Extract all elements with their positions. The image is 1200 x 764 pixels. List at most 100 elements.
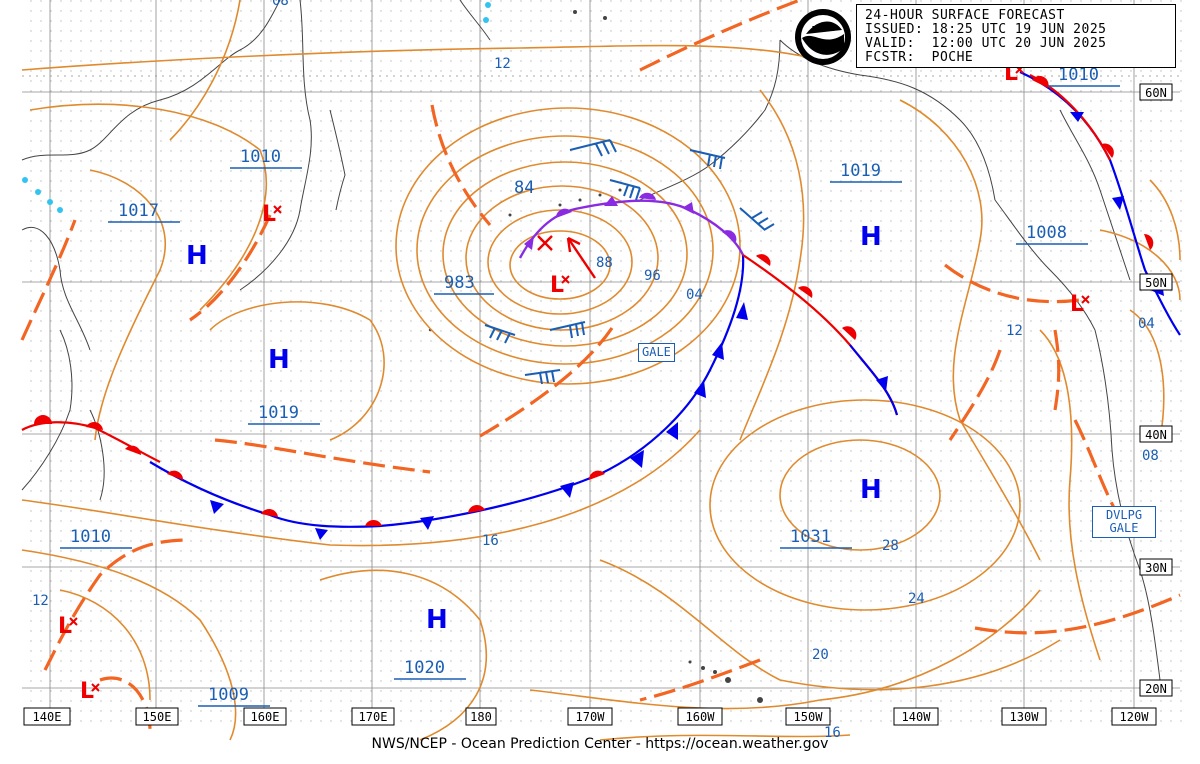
cold-front (149, 254, 748, 540)
forecaster-name: POCHE (931, 50, 974, 65)
pressure-value: 1031 (790, 527, 831, 547)
occluded-front (518, 192, 745, 259)
wind-barbs (484, 139, 775, 385)
isobar-label: 84 (514, 178, 534, 198)
low-center-crosses (69, 65, 1090, 692)
lon-label-160e: 160E (243, 707, 287, 726)
pressure-value: 1020 (404, 658, 445, 678)
pressure-value: 1008 (1026, 223, 1067, 243)
ice-dots (22, 2, 491, 213)
isobars (21, 0, 1181, 741)
isobar-label: 12 (32, 593, 49, 609)
longitude-labels: 140E 150E 160E 170E 180 170W 160W 150W 1… (23, 707, 1157, 726)
isobar-label: 28 (882, 538, 899, 554)
warm-front-west (21, 415, 161, 463)
noaa-logo: NOAA (794, 8, 852, 66)
developing-gale-warning-tag: DVLPG GALE (1092, 506, 1156, 538)
isobar-label: 20 (812, 647, 829, 663)
lon-label-150e: 150E (135, 707, 179, 726)
issued-time: 18:25 UTC 19 JUN 2025 (931, 22, 1107, 37)
lat-label-30n: 30N (1139, 558, 1173, 576)
isobar-label: 04 (686, 287, 703, 303)
low-center-symbol: L (58, 614, 72, 639)
isobar-label: 24 (908, 591, 925, 607)
islands (428, 10, 763, 703)
forecaster-label: FCSTR: (865, 50, 915, 65)
coastal-front (1019, 70, 1181, 336)
forecast-title: 24-HOUR SURFACE FORECAST (865, 8, 1065, 23)
lon-label-text: 170E (359, 710, 388, 724)
high-center-symbol: H (860, 475, 882, 505)
low-center-symbol: L (550, 273, 564, 298)
high-center-symbol: H (860, 222, 882, 252)
lon-label-180: 180 (465, 707, 497, 726)
troughs (20, 0, 1181, 731)
isobar-label: 04 (1138, 316, 1155, 332)
lat-label-20n: 20N (1139, 679, 1173, 697)
coastlines (21, 0, 1161, 681)
pressure-value: 1019 (840, 161, 881, 181)
pressure-value: 1010 (1058, 65, 1099, 85)
lon-label-140e: 140E (23, 707, 71, 726)
lat-label-text: 40N (1145, 428, 1167, 442)
low-center-symbol: L (1070, 292, 1084, 317)
isobar-label: 12 (494, 56, 511, 72)
isobar-label: 16 (482, 533, 499, 549)
lon-label-text: 160W (686, 710, 716, 724)
lat-label-50n: 50N (1139, 273, 1173, 291)
low-center-symbol: L (80, 679, 94, 704)
graticule (22, 0, 1180, 714)
lat-label-text: 30N (1145, 561, 1167, 575)
pressure-values: 1017 1019 1019 1031 1020 1010 983 1008 1… (60, 65, 1120, 707)
pressure-value: 1017 (118, 201, 159, 221)
lon-label-text: 140E (33, 710, 62, 724)
high-centers: H H H H H (186, 222, 882, 635)
isobar-label: 16 (824, 725, 841, 741)
lat-label-text: 50N (1145, 276, 1167, 290)
pressure-value: 1009 (208, 685, 249, 705)
lon-label-text: 170W (576, 710, 606, 724)
footer-credit: NWS/NCEP - Ocean Prediction Center - htt… (371, 736, 829, 752)
lon-label-130w: 130W (1001, 707, 1047, 726)
low-centers: L L L L L L (58, 61, 1084, 704)
noaa-seal-icon: NOAA (795, 9, 851, 65)
lat-label-60n: 60N (1139, 83, 1173, 101)
pressure-value: 1019 (258, 403, 299, 423)
lon-label-170w: 170W (567, 707, 613, 726)
isobar-label: 88 (596, 255, 613, 271)
lon-label-140w: 140W (893, 707, 939, 726)
lon-label-text: 160E (251, 710, 280, 724)
forecast-title-box: 24-HOUR SURFACE FORECAST ISSUED: 18:25 U… (856, 4, 1176, 68)
lat-label-text: 20N (1145, 682, 1167, 696)
lat-label-text: 60N (1145, 86, 1167, 100)
noaa-logo-text: NOAA (812, 25, 835, 33)
lon-label-text: 150E (143, 710, 172, 724)
isobar-label: 12 (1006, 323, 1023, 339)
issued-label: ISSUED: (865, 22, 924, 37)
lon-label-text: 180 (470, 710, 492, 724)
isobar-label: 08 (272, 0, 289, 9)
isobar-label: 96 (644, 268, 661, 284)
pressure-value: 983 (444, 273, 475, 293)
lon-label-text: 120W (1120, 710, 1150, 724)
valid-label: VALID: (865, 36, 915, 51)
valid-time: 12:00 UTC 20 JUN 2025 (931, 36, 1107, 51)
lon-label-150w: 150W (785, 707, 831, 726)
lat-label-40n: 40N (1139, 425, 1173, 443)
high-center-symbol: H (186, 241, 208, 271)
storm-motion-arrow (537, 235, 596, 279)
latitude-labels: 60N 50N 40N 30N 20N (1139, 83, 1173, 697)
dot-grid (22, 0, 1182, 730)
lon-label-170e: 170E (351, 707, 395, 726)
issued-row: ISSUED: 18:25 UTC 19 JUN 2025 (865, 23, 1107, 36)
pressure-value: 1010 (70, 527, 111, 547)
lon-label-160w: 160W (677, 707, 723, 726)
lon-label-text: 150W (794, 710, 824, 724)
pressure-value: 1010 (240, 147, 281, 167)
forecaster-row: FCSTR: POCHE (865, 51, 973, 64)
valid-row: VALID: 12:00 UTC 20 JUN 2025 (865, 37, 1107, 50)
high-center-symbol: H (268, 345, 290, 375)
gale-warning-tag: GALE (638, 343, 675, 362)
east-front (742, 254, 899, 416)
